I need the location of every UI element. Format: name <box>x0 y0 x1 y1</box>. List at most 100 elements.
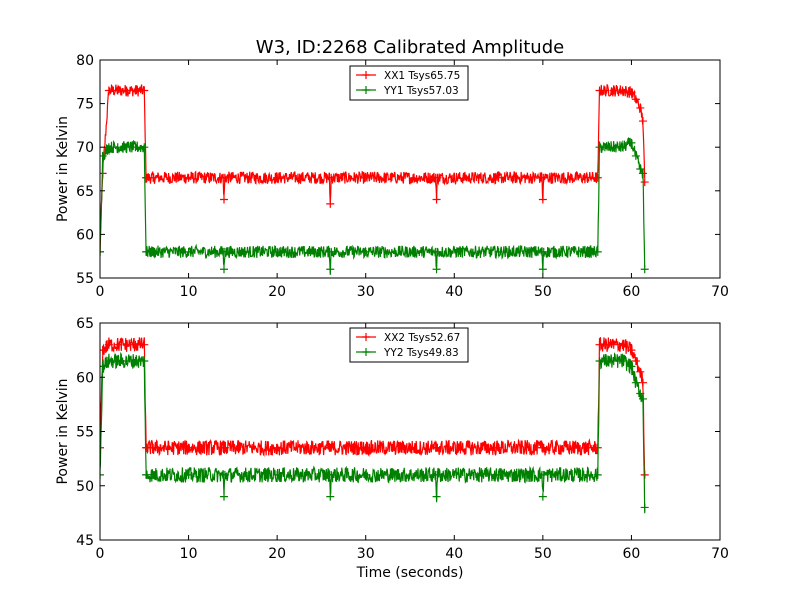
data-point-marker <box>433 443 442 452</box>
x-tick-label: 10 <box>180 284 198 300</box>
data-point-marker <box>538 195 547 204</box>
legend-item: XX1 Tsys65.75 <box>356 70 460 82</box>
data-point-marker <box>433 470 442 479</box>
data-point-marker <box>184 443 193 452</box>
data-point-marker <box>618 356 627 365</box>
data-point-marker <box>631 356 640 365</box>
chart-panels: 0 10 20 30 40 50 60 70 55 60 65 70 75 80 Power in Kelv… <box>55 53 729 581</box>
y-tick-label: 75 <box>76 97 94 113</box>
data-point-marker <box>220 492 228 501</box>
data-point-marker <box>538 492 547 501</box>
data-point-marker <box>327 173 336 182</box>
data-point-marker <box>609 143 618 152</box>
data-point-marker <box>149 173 158 182</box>
x-tick-label: 20 <box>268 546 286 562</box>
data-point-marker <box>149 247 158 256</box>
data-point-marker <box>618 143 627 152</box>
data-point-marker <box>184 247 193 256</box>
data-point-marker <box>273 443 282 452</box>
figure-title: W3, ID:2268 Calibrated Amplitude <box>256 37 564 58</box>
data-point-marker <box>583 443 592 452</box>
data-point-marker <box>433 173 442 182</box>
data-point-marker <box>113 340 122 349</box>
x-tick-label: 40 <box>445 284 463 300</box>
data-point-marker <box>140 143 149 152</box>
data-point-marker <box>100 151 107 160</box>
x-tick-label: 30 <box>357 284 375 300</box>
legend-label: XX1 Tsys65.75 <box>384 70 460 82</box>
data-point-marker <box>618 340 627 349</box>
data-point-marker <box>636 367 645 376</box>
y-axis-label: Power in Kelvin <box>55 116 71 222</box>
series-2 <box>100 136 649 275</box>
data-point-marker <box>432 492 441 501</box>
data-point-marker <box>184 173 193 182</box>
data-point-marker <box>539 173 548 182</box>
data-point-marker <box>184 470 193 479</box>
data-point-marker <box>149 443 158 452</box>
data-point-marker <box>122 340 131 349</box>
data-point-marker <box>361 247 370 256</box>
y-axis-label: Power in Kelvin <box>55 378 71 484</box>
y-tick-label: 45 <box>76 533 94 549</box>
series-trace <box>100 83 646 250</box>
data-point-marker <box>609 356 618 365</box>
data-point-marker <box>583 247 592 256</box>
data-point-marker <box>326 492 335 501</box>
series-trace <box>100 351 646 514</box>
data-point-marker <box>494 173 503 182</box>
data-point-marker <box>539 470 548 479</box>
data-point-marker <box>494 443 503 452</box>
data-point-marker <box>618 86 627 95</box>
x-axis-label: Time (seconds) <box>356 565 464 581</box>
data-point-marker <box>327 470 336 479</box>
data-point-marker <box>326 265 335 274</box>
data-point-marker <box>122 356 131 365</box>
data-point-marker <box>327 443 336 452</box>
data-point-marker <box>638 169 647 178</box>
data-point-marker <box>140 340 149 349</box>
data-point-marker <box>638 378 647 387</box>
x-tick-label: 0 <box>96 284 105 300</box>
data-point-marker <box>131 356 140 365</box>
x-tick-label: 40 <box>445 546 463 562</box>
data-point-marker <box>100 247 104 256</box>
y-tick-label: 55 <box>76 425 94 441</box>
data-point-marker <box>539 247 548 256</box>
data-point-marker <box>600 86 609 95</box>
data-point-marker <box>104 86 113 95</box>
data-point-marker <box>640 178 649 187</box>
legend-box <box>349 65 469 101</box>
data-point-marker <box>273 247 282 256</box>
data-point-marker <box>631 151 640 160</box>
data-point-marker <box>593 470 602 479</box>
y-tick-label: 55 <box>76 271 94 287</box>
data-point-marker <box>627 362 636 371</box>
legend-marker <box>362 348 370 356</box>
x-tick-label: 10 <box>180 546 198 562</box>
x-tick-label: 60 <box>623 546 641 562</box>
data-point-marker <box>220 443 229 452</box>
legend-box <box>349 327 469 363</box>
data-point-marker <box>600 340 609 349</box>
data-point-marker <box>220 470 229 479</box>
data-point-marker <box>609 340 618 349</box>
legend-item: YY2 Tsys49.83 <box>356 347 459 359</box>
data-point-marker <box>131 86 140 95</box>
data-point-marker <box>636 103 645 112</box>
y-tick-label: 60 <box>76 370 94 386</box>
y-tick-label: 65 <box>76 316 94 332</box>
chart-panel-2: 0 10 20 30 40 50 60 70 45 50 55 60 65 Power in Kelvin… <box>55 316 729 581</box>
x-tick-label: 50 <box>534 284 552 300</box>
legend-item: YY1 Tsys57.03 <box>356 85 459 97</box>
data-point-marker <box>113 356 122 365</box>
data-point-marker <box>104 356 113 365</box>
data-point-marker <box>220 173 229 182</box>
data-point-marker <box>104 143 113 152</box>
data-point-marker <box>113 86 122 95</box>
data-point-marker <box>327 247 336 256</box>
data-point-marker <box>149 470 158 479</box>
data-point-marker <box>494 470 503 479</box>
data-point-marker <box>494 247 503 256</box>
